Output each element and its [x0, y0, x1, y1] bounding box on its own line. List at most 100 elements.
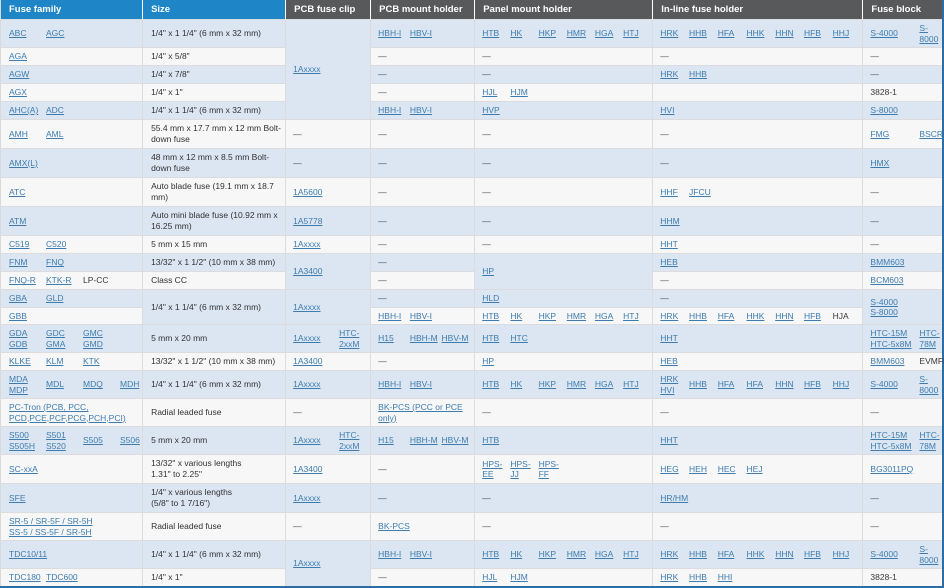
part-link[interactable]: HHT [660, 333, 678, 344]
part-link[interactable]: HTC-15M HTC-5x8M [870, 328, 912, 349]
part-link[interactable]: BCM603 [870, 275, 904, 286]
part-link[interactable]: GDA GDB [9, 328, 28, 349]
part-link[interactable]: HBH-I [378, 379, 402, 390]
part-link[interactable]: S505 [83, 435, 103, 446]
part-link[interactable]: HRK [660, 549, 679, 560]
part-link[interactable]: HBV-I [409, 549, 433, 560]
part-link[interactable]: HBV-M [441, 435, 469, 446]
part-link[interactable]: HTC [510, 333, 528, 344]
part-link[interactable]: PC-Tron (PCB, PCC, PCD,PCE,PCF,PCG,PCH,P… [9, 402, 126, 423]
part-link[interactable]: HPS-FF [538, 458, 559, 480]
part-link[interactable]: FNM [9, 257, 28, 268]
part-link[interactable]: FMG [870, 128, 890, 139]
part-link[interactable]: AMH [9, 128, 28, 139]
part-link[interactable]: ATC [9, 186, 26, 197]
part-link[interactable]: SC-xxA [9, 463, 38, 474]
part-link[interactable]: HTJ [623, 379, 639, 390]
part-link[interactable]: HBH-I [378, 549, 402, 560]
part-link[interactable]: HKP [538, 28, 557, 39]
part-link[interactable]: AGA [9, 51, 27, 62]
part-link[interactable]: HRK [660, 572, 679, 583]
part-link[interactable]: GBB [9, 310, 27, 321]
part-link[interactable]: BK-PCS [378, 521, 410, 532]
part-link[interactable]: AGW [9, 69, 30, 80]
part-link[interactable]: HTC-78M [919, 328, 940, 349]
part-link[interactable]: HGA [594, 379, 614, 390]
part-link[interactable]: HBH-M [409, 333, 438, 344]
part-link[interactable]: HHJ [832, 549, 850, 560]
part-link[interactable]: HMR [566, 379, 587, 390]
part-link[interactable]: HBV-I [409, 379, 433, 390]
part-link[interactable]: MDL [46, 379, 64, 390]
part-link[interactable]: HFA [717, 28, 735, 39]
part-link[interactable]: HTB [482, 310, 500, 321]
part-link[interactable]: HHB [689, 549, 707, 560]
part-link[interactable]: S-8000 [919, 544, 939, 565]
part-link[interactable]: S506 [120, 435, 140, 446]
part-link[interactable]: HJM [510, 572, 528, 583]
part-link[interactable]: MDQ [83, 379, 103, 390]
part-link[interactable]: HP [482, 266, 495, 277]
part-link[interactable]: HHK [746, 28, 765, 39]
part-link[interactable]: HFB [803, 28, 821, 39]
part-link[interactable]: 1Axxxx [293, 239, 321, 250]
part-link[interactable]: HK [510, 310, 523, 321]
part-link[interactable]: HGA [594, 28, 614, 39]
part-link[interactable]: H15 [378, 333, 394, 344]
part-link[interactable]: HTB [482, 28, 500, 39]
part-link[interactable]: 1Axxxx [293, 435, 321, 446]
part-link[interactable]: HTJ [623, 549, 639, 560]
part-link[interactable]: HMR [566, 28, 587, 39]
part-link[interactable]: HK [510, 28, 523, 39]
part-link[interactable]: BK-PCS (PCC or PCE only) [378, 402, 463, 423]
part-link[interactable]: 1Axxxx [293, 333, 321, 344]
part-link[interactable]: HHK [746, 310, 765, 321]
part-link[interactable]: ADC [46, 105, 64, 116]
part-link[interactable]: 1A3400 [293, 266, 323, 277]
part-link[interactable]: BMM603 [870, 356, 905, 367]
part-link[interactable]: 1Axxxx [293, 64, 321, 75]
part-link[interactable]: 1A5778 [293, 215, 323, 226]
part-link[interactable]: HK [510, 379, 523, 390]
part-link[interactable]: HBV-I [409, 105, 433, 116]
part-link[interactable]: HHB [689, 572, 707, 583]
part-link[interactable]: HFA [717, 379, 735, 390]
part-link[interactable]: AGC [46, 28, 65, 39]
part-link[interactable]: ABC [9, 28, 27, 39]
part-link[interactable]: S-4000 S-8000 [870, 296, 898, 318]
part-link[interactable]: HHB [689, 28, 707, 39]
part-link[interactable]: H15 [378, 435, 394, 446]
part-link[interactable]: HHN [775, 310, 794, 321]
part-link[interactable]: BMM603 [870, 257, 905, 268]
part-link[interactable]: HHT [660, 435, 678, 446]
part-link[interactable]: HHJ [832, 379, 850, 390]
part-link[interactable]: C519 [9, 239, 30, 250]
part-link[interactable]: HPS-EE [482, 458, 503, 480]
part-link[interactable]: HJL [482, 87, 498, 98]
part-link[interactable]: S500 S505H [9, 430, 35, 451]
part-link[interactable]: AML [46, 128, 64, 139]
part-link[interactable]: HHN [775, 28, 794, 39]
part-link[interactable]: TDC180 [9, 572, 41, 583]
part-link[interactable]: HBH-I [378, 310, 402, 321]
part-link[interactable]: HGA [594, 549, 614, 560]
part-link[interactable]: MDA MDP [9, 374, 28, 395]
part-link[interactable]: HFB [803, 379, 821, 390]
part-link[interactable]: AHC(A) [9, 105, 39, 116]
part-link[interactable]: GMC GMD [83, 328, 103, 349]
part-link[interactable]: HTB [482, 333, 500, 344]
part-link[interactable]: S-4000 [870, 28, 898, 39]
part-link[interactable]: S-4000 [870, 379, 898, 390]
part-link[interactable]: S-4000 [870, 549, 898, 560]
part-link[interactable]: HFA [717, 549, 735, 560]
part-link[interactable]: HHK [746, 549, 765, 560]
part-link[interactable]: HFA [746, 379, 764, 390]
part-link[interactable]: HTB [482, 549, 500, 560]
part-link[interactable]: 1Axxxx [293, 492, 321, 503]
part-link[interactable]: ATM [9, 215, 27, 226]
part-link[interactable]: S-8000 [919, 23, 939, 44]
part-link[interactable]: HBV-M [441, 333, 469, 344]
part-link[interactable]: FNQ [46, 257, 64, 268]
part-link[interactable]: HTJ [623, 28, 639, 39]
part-link[interactable]: HHN [775, 379, 794, 390]
